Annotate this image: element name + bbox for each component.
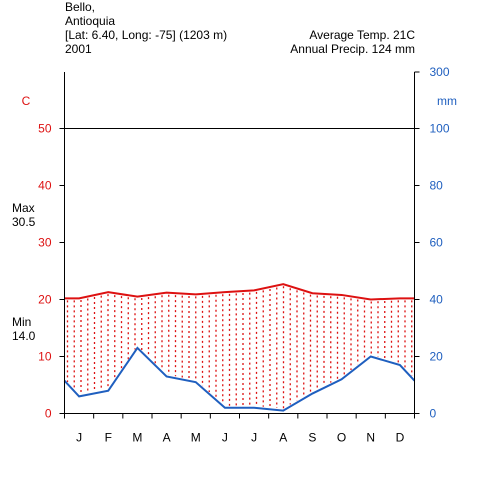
right-tick-label: 20 xyxy=(430,350,444,364)
max-temp-block: Max 30.5 xyxy=(12,201,35,229)
average-temp: Average Temp. 21C xyxy=(309,28,415,42)
left-tick-label: 50 xyxy=(38,122,52,136)
min-temp-block: Min 14.0 xyxy=(12,315,35,343)
right-tick-label: 300 xyxy=(430,65,450,79)
min-label: Min xyxy=(12,315,32,329)
month-label: M xyxy=(191,431,201,445)
left-axis-unit: C xyxy=(22,94,31,108)
month-label: N xyxy=(366,431,375,445)
annual-precip: Annual Precip. 124 mm xyxy=(290,42,415,56)
year: 2001 xyxy=(65,42,92,56)
station-info: Bello, Antioquia [Lat: 6.40, Long: -75] … xyxy=(65,0,227,56)
left-tick-label: 40 xyxy=(38,179,52,193)
right-axis-unit: mm xyxy=(437,94,457,108)
month-label: J xyxy=(251,431,257,445)
temperature-line xyxy=(64,283,415,301)
region-name: Antioquia xyxy=(65,14,116,28)
right-tick-label: 60 xyxy=(430,236,444,250)
precipitation-line xyxy=(63,346,416,412)
month-label: D xyxy=(396,431,405,445)
left-tick-label: 30 xyxy=(38,236,52,250)
max-label: Max xyxy=(12,201,35,215)
left-tick-label: 20 xyxy=(38,293,52,307)
month-label: O xyxy=(337,431,346,445)
month-label: A xyxy=(163,431,171,445)
left-tick-label: 0 xyxy=(45,407,52,421)
location-name: Bello, xyxy=(65,0,96,14)
month-label: F xyxy=(105,431,112,445)
min-value: 14.0 xyxy=(12,329,36,343)
right-tick-label: 100 xyxy=(430,122,450,136)
month-label: S xyxy=(308,431,316,445)
right-tick-label: 40 xyxy=(430,293,444,307)
right-tick-label: 80 xyxy=(430,179,444,193)
left-tick-label: 10 xyxy=(38,350,52,364)
coordinates: [Lat: 6.40, Long: -75] (1203 m) xyxy=(65,28,228,42)
month-label: M xyxy=(132,431,142,445)
max-value: 30.5 xyxy=(12,215,36,229)
climate-summary: Average Temp. 21C Annual Precip. 124 mm xyxy=(290,28,415,56)
right-tick-label: 0 xyxy=(430,407,437,421)
month-label: J xyxy=(222,431,228,445)
month-label: A xyxy=(279,431,287,445)
month-label: J xyxy=(76,431,82,445)
